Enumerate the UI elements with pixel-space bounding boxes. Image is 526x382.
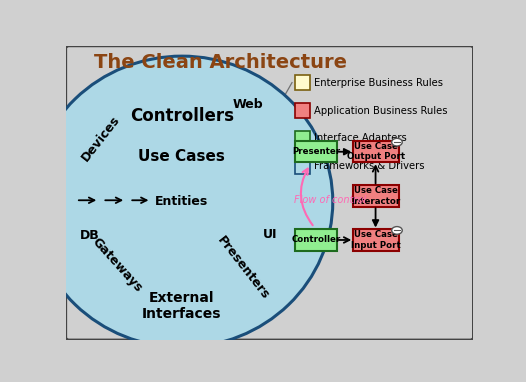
Ellipse shape <box>135 156 229 247</box>
Text: Controller: Controller <box>292 235 341 244</box>
Text: The Clean Architecture: The Clean Architecture <box>94 52 347 71</box>
Text: Frameworks & Drivers: Frameworks & Drivers <box>314 162 424 172</box>
FancyArrowPatch shape <box>301 169 313 225</box>
FancyBboxPatch shape <box>296 229 338 251</box>
FancyBboxPatch shape <box>352 185 399 207</box>
Text: Use Case
Input Port: Use Case Input Port <box>351 230 400 250</box>
Text: UI: UI <box>263 228 278 241</box>
Text: Controllers: Controllers <box>130 107 234 125</box>
FancyBboxPatch shape <box>352 229 399 251</box>
Text: Interface Adapters: Interface Adapters <box>314 133 407 144</box>
Circle shape <box>392 227 402 234</box>
Text: Application Business Rules: Application Business Rules <box>314 105 448 115</box>
Circle shape <box>392 138 402 146</box>
Text: Entities: Entities <box>155 195 208 208</box>
Ellipse shape <box>103 124 261 280</box>
Text: DB: DB <box>79 229 99 242</box>
FancyBboxPatch shape <box>295 75 310 90</box>
FancyBboxPatch shape <box>296 141 338 162</box>
Text: Web: Web <box>233 98 264 111</box>
Text: Flow of control: Flow of control <box>294 195 366 205</box>
Text: Presenters: Presenters <box>215 234 272 302</box>
Text: Use Case
Output Port: Use Case Output Port <box>347 142 404 162</box>
FancyBboxPatch shape <box>352 141 399 162</box>
FancyBboxPatch shape <box>295 103 310 118</box>
Text: Gateways: Gateways <box>89 235 144 295</box>
Text: External
Interfaces: External Interfaces <box>142 291 221 321</box>
Text: Enterprise Business Rules: Enterprise Business Rules <box>314 78 443 87</box>
Ellipse shape <box>66 89 298 315</box>
Text: Use Case
Interactor: Use Case Interactor <box>351 186 400 206</box>
FancyBboxPatch shape <box>295 131 310 146</box>
Ellipse shape <box>31 56 333 347</box>
Text: Presenter: Presenter <box>292 147 340 156</box>
FancyBboxPatch shape <box>295 159 310 174</box>
Text: Use Cases: Use Cases <box>138 149 225 163</box>
Text: Devices: Devices <box>78 113 122 164</box>
FancyBboxPatch shape <box>66 46 473 340</box>
